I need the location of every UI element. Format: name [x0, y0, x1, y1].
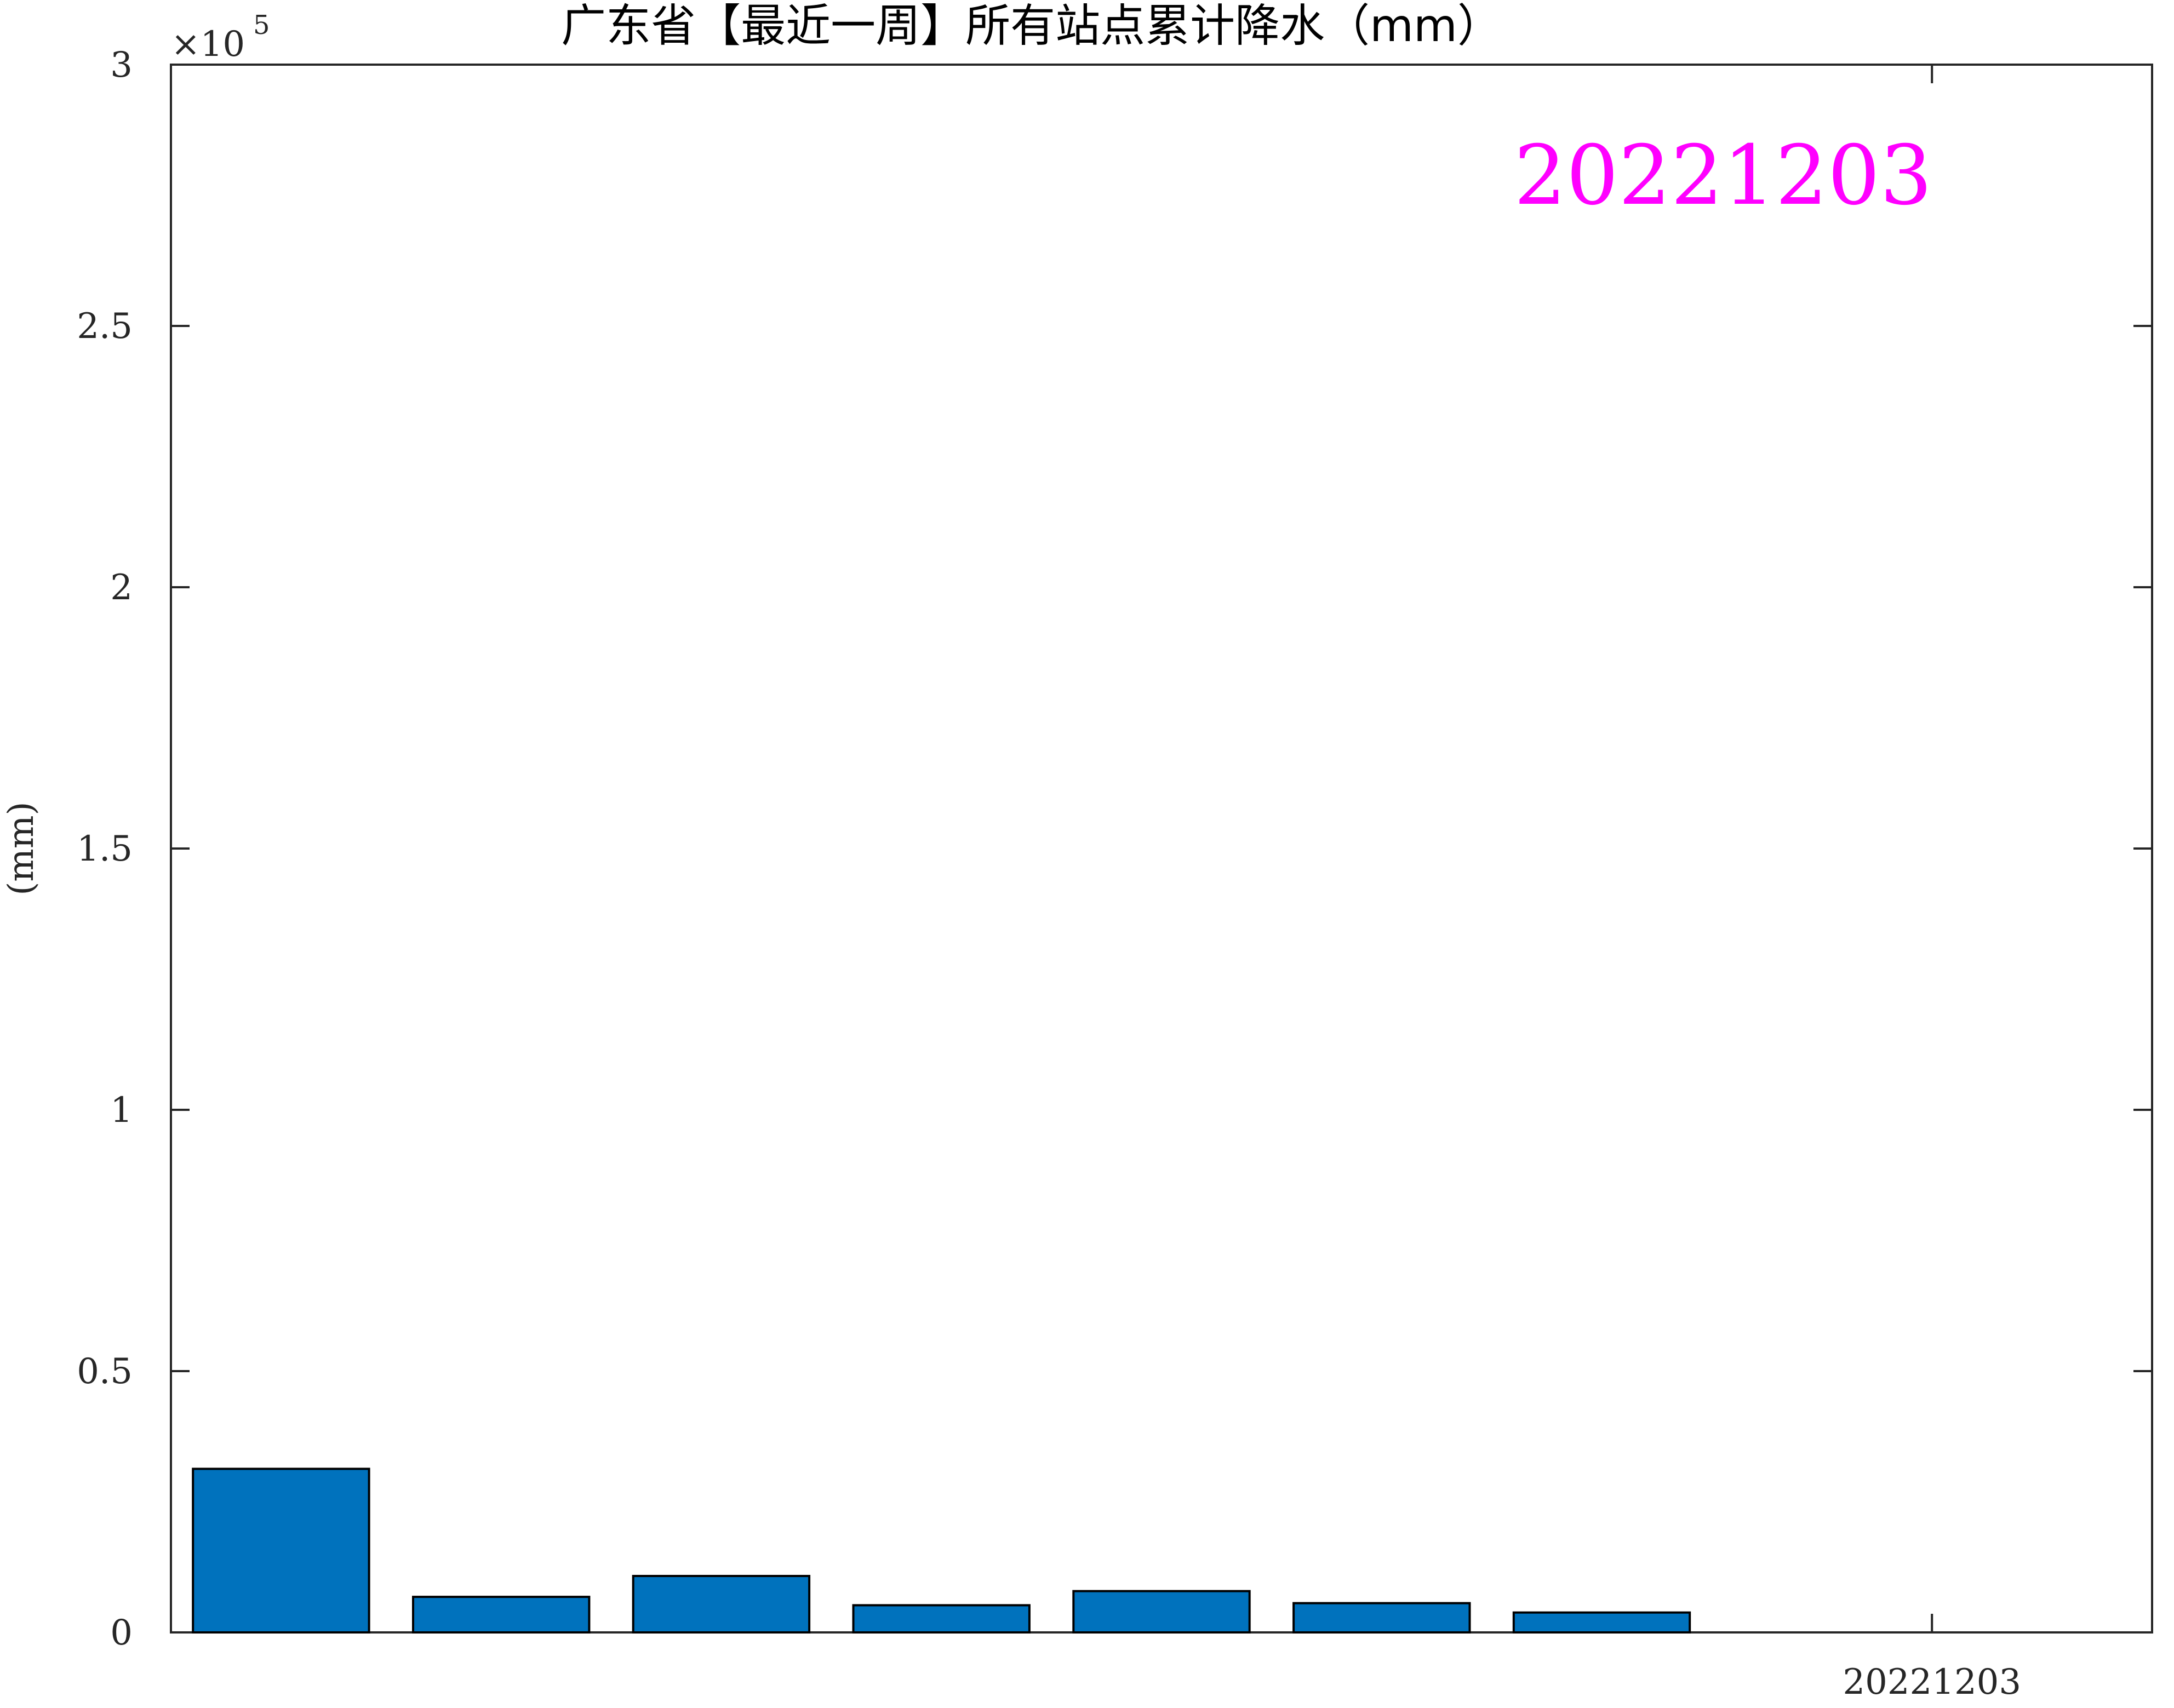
y-tick-label: 3 [110, 45, 133, 85]
bar-5 [1072, 1590, 1251, 1634]
bar-2 [412, 1596, 591, 1634]
bar-4 [852, 1604, 1031, 1634]
bar-3 [632, 1575, 811, 1634]
y-tick-label: 2.5 [77, 306, 133, 347]
annotation-date: 20221203 [1514, 128, 1932, 223]
axis-ticks: 0 0.5 1 1.5 2 2.5 3 20221203 [77, 45, 2152, 1703]
bar-6 [1292, 1602, 1471, 1634]
plot-area: 0 0.5 1 1.5 2 2.5 3 20221203 20221203 [77, 45, 2153, 1703]
y-tick-label: 1.5 [77, 829, 133, 869]
chart-title: 广东省【最近一周】所有站点累计降水（mm） [561, 0, 1502, 52]
y-exponent-label: ×10 5 [171, 10, 270, 65]
axes-box [170, 64, 2153, 1634]
y-tick-label: 0.5 [77, 1351, 133, 1392]
x-tick-label: 20221203 [1843, 1662, 2021, 1703]
bar-1 [192, 1468, 370, 1634]
bar-7 [1512, 1611, 1691, 1634]
exponent-power: 5 [253, 10, 270, 41]
y-tick-label: 1 [110, 1090, 133, 1131]
exponent-base: ×10 [171, 24, 245, 65]
y-tick-label: 2 [110, 568, 133, 608]
y-tick-label: 0 [110, 1613, 133, 1653]
y-axis-label: (mm) [1, 801, 42, 895]
bars [192, 1468, 1691, 1634]
